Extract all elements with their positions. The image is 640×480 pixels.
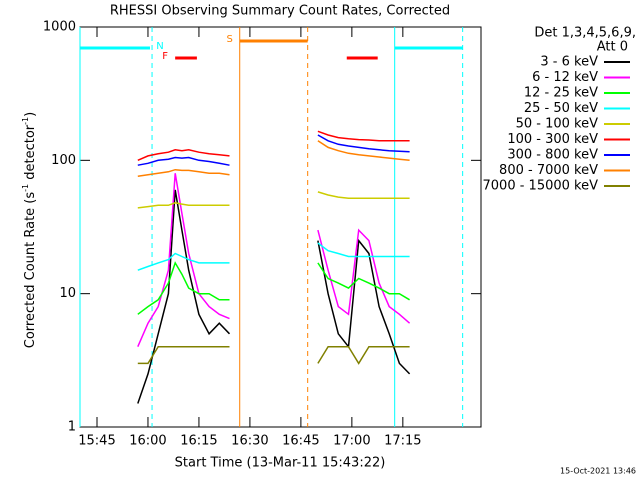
y-label-part: Corrected Count Rate (s — [23, 192, 38, 349]
legend-label: 7000 - 15000 keV — [483, 179, 599, 194]
y-label-sup: -1 — [21, 117, 30, 125]
series-line — [137, 130, 410, 161]
x-axis-label: Start Time (13-Mar-11 15:43:22) — [175, 456, 386, 471]
legend-header: Det 1,3,4,5,6,9, — [534, 26, 636, 41]
flag-label: F — [162, 51, 168, 62]
x-tick-label: 17:00 — [333, 434, 370, 449]
legend-label: 300 - 800 keV — [507, 148, 598, 163]
series-line — [137, 191, 410, 209]
series-line — [137, 140, 410, 177]
chart-title: RHESSI Observing Summary Count Rates, Co… — [110, 4, 450, 19]
y-tick-label: 10 — [59, 286, 76, 301]
legend-label: 100 - 300 keV — [507, 132, 598, 147]
timestamp: 15-Oct-2021 13:46 — [560, 467, 636, 476]
legend-label: 3 - 6 keV — [540, 55, 598, 70]
legend-label: 50 - 100 keV — [516, 117, 599, 132]
series-line — [137, 189, 411, 404]
series-line — [137, 134, 410, 166]
x-tick-label: 16:15 — [180, 434, 217, 449]
x-tick-label: 15:45 — [78, 434, 115, 449]
y-label-part: ) — [23, 112, 38, 117]
y-tick-label: 1000 — [43, 20, 76, 35]
series-line — [137, 261, 410, 315]
series-line — [137, 173, 411, 347]
x-tick-label: 16:30 — [231, 434, 268, 449]
legend-label: 6 - 12 keV — [532, 70, 598, 85]
legend-label: 25 - 50 keV — [524, 101, 598, 116]
y-label-part: detector — [23, 124, 38, 184]
legend-label: 800 - 7000 keV — [499, 163, 598, 178]
flag-label: N — [156, 41, 163, 52]
legend-header: Att 0 — [597, 40, 628, 55]
legend-label: 12 - 25 keV — [524, 86, 598, 101]
flag-label: S — [227, 34, 233, 45]
plot-frame — [79, 26, 482, 428]
x-tick-label: 16:00 — [129, 434, 166, 449]
x-tick-label: 16:45 — [282, 434, 319, 449]
series-line — [137, 242, 410, 271]
series-line — [137, 345, 410, 365]
y-axis-label: Corrected Count Rate (s-1 detector-1) — [21, 112, 38, 348]
x-tick-label: 17:15 — [384, 434, 421, 449]
y-tick-label: 100 — [51, 153, 76, 168]
y-tick-label: 1 — [68, 420, 76, 435]
y-label-sup: -1 — [21, 184, 30, 192]
